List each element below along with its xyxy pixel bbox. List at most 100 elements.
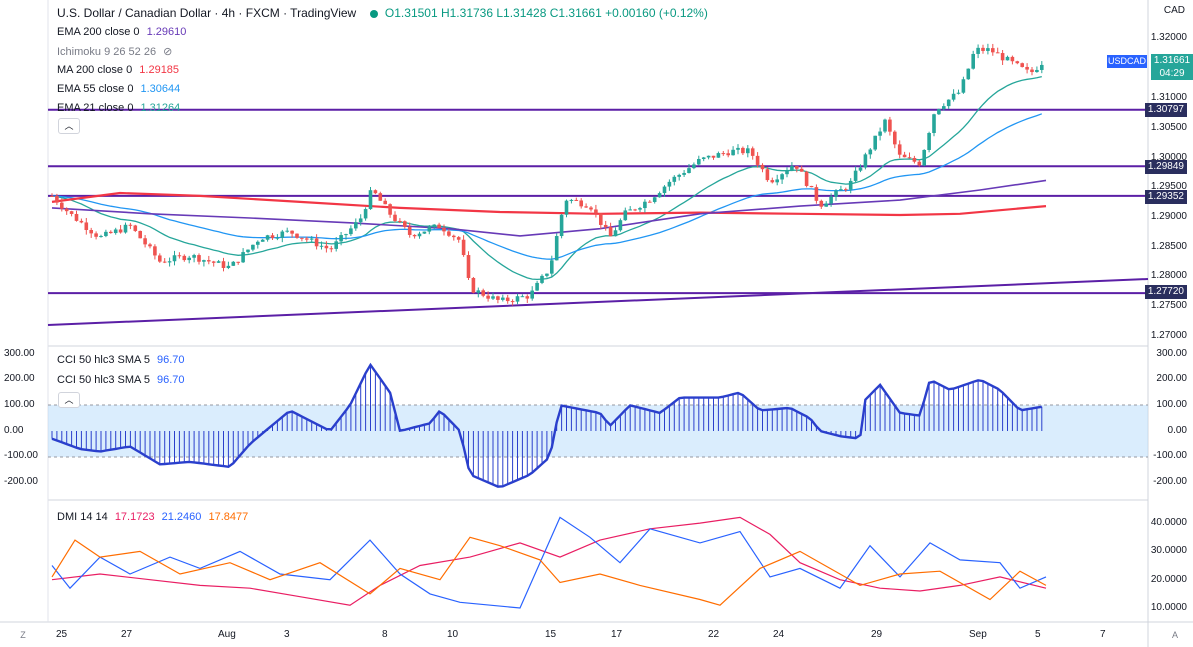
zoom-icon[interactable]: Z — [20, 630, 26, 640]
candle-body — [354, 222, 358, 229]
candle-body — [89, 229, 93, 234]
candle-body — [133, 225, 138, 231]
candle-body — [550, 260, 554, 274]
candle-body — [790, 166, 794, 171]
cci-line — [51, 362, 1042, 488]
candle-body — [878, 131, 882, 136]
indicator-ma200[interactable]: MA 200 close 0 1.29185 — [57, 64, 180, 76]
candle-body — [608, 227, 613, 237]
candle-body — [770, 180, 775, 183]
candle-body — [765, 169, 770, 181]
candle-body — [520, 296, 525, 298]
candle-body — [280, 231, 285, 238]
candle-body — [917, 161, 922, 166]
candle-body — [187, 257, 191, 261]
candle-body — [398, 220, 402, 222]
candle-body — [760, 164, 765, 170]
candle-body — [966, 68, 971, 80]
candle-body — [216, 261, 221, 263]
candle-body — [447, 231, 451, 236]
candle-body — [574, 199, 579, 201]
candle-body — [618, 220, 623, 231]
candle-body — [951, 93, 956, 100]
plus-di-line — [51, 516, 1047, 606]
candle-body — [848, 180, 853, 190]
candle-body — [932, 114, 936, 133]
candle-body — [461, 239, 466, 256]
hidden-eye-icon[interactable]: ⊘ — [163, 46, 173, 58]
candle-body — [486, 295, 490, 299]
candle-body — [961, 79, 966, 93]
candle-body — [897, 144, 902, 155]
candle-body — [839, 189, 843, 191]
indicator-ema21[interactable]: EMA 21 close 0 1.31264 — [57, 102, 181, 114]
candle-body — [270, 235, 275, 238]
candle-body — [535, 282, 539, 291]
time-tick-label: Aug — [218, 629, 236, 640]
candle-body — [853, 170, 858, 181]
candle-body — [804, 171, 809, 186]
candle-body — [113, 229, 118, 234]
candle-body — [403, 221, 407, 227]
dmi-tick-label: 30.0000 — [1150, 545, 1187, 556]
candle-body — [79, 220, 84, 223]
candle-body — [148, 244, 152, 247]
time-tick-label: 24 — [773, 629, 785, 640]
cci-left-tick-label: 100.00 — [4, 399, 35, 410]
indicator-ema55[interactable]: EMA 55 close 0 1.30644 — [57, 83, 181, 95]
collapse-cci-legend-button[interactable]: ︿ — [58, 392, 80, 408]
candle-body — [907, 157, 912, 159]
candle-body — [231, 261, 236, 266]
time-tick-label: 10 — [447, 629, 459, 640]
cci-tick-label: 0.00 — [1167, 425, 1187, 436]
candle-body — [736, 147, 740, 150]
candle-body — [1000, 53, 1005, 61]
candle-body — [819, 200, 824, 207]
candle-body — [74, 213, 79, 221]
candle-body — [515, 296, 520, 302]
candle-body — [256, 241, 260, 245]
candle-body — [995, 52, 1000, 54]
candle-body — [569, 199, 574, 201]
candle-body — [755, 155, 760, 165]
indicator-ema200[interactable]: EMA 200 close 0 1.29610 — [57, 26, 187, 38]
candle-body — [834, 190, 838, 197]
candle-body — [648, 201, 652, 203]
price-tick-label: 1.29500 — [1150, 181, 1187, 192]
collapse-legend-button[interactable]: ︿ — [58, 118, 80, 134]
candle-body — [809, 185, 814, 188]
candle-body — [731, 149, 735, 156]
cci-legend-1[interactable]: CCI 50 hlc3 SMA 5 96.70 — [57, 354, 185, 366]
time-tick-label: 7 — [1100, 629, 1106, 640]
cci-left-tick-label: 0.00 — [4, 425, 24, 436]
dmi-legend[interactable]: DMI 14 14 17.1723 21.2460 17.8477 — [57, 511, 249, 523]
level-price-tag: 1.29849 — [1144, 160, 1187, 174]
candle-body — [123, 224, 128, 233]
candle-body — [358, 218, 363, 223]
candle-body — [672, 176, 677, 182]
candle-body — [466, 255, 471, 278]
candle-body — [589, 207, 593, 210]
candle-body — [505, 297, 510, 302]
candle-body — [275, 237, 280, 239]
indicator-ichimoku[interactable]: Ichimoku 9 26 52 26 ⊘ — [57, 46, 173, 58]
candle-body — [971, 53, 975, 69]
candle-body — [393, 214, 397, 221]
candle-body — [496, 296, 500, 300]
cci-left-tick-label: -100.00 — [4, 450, 38, 461]
candle-body — [1015, 61, 1020, 64]
candle-body — [197, 255, 201, 262]
auto-scale-icon[interactable]: A — [1171, 630, 1178, 640]
symbol-title[interactable]: U.S. Dollar / Canadian Dollar · 4h · FXC… — [57, 6, 357, 20]
candle-body — [706, 155, 711, 158]
candle-body — [383, 200, 387, 205]
candle-body — [750, 148, 755, 156]
cci-legend-2[interactable]: CCI 50 hlc3 SMA 5 96.70 — [57, 374, 185, 386]
time-tick-label: 29 — [871, 629, 883, 640]
candle-body — [138, 230, 142, 239]
candle-body — [109, 231, 113, 234]
currency-label[interactable]: CAD — [1163, 5, 1185, 16]
candle-body — [986, 48, 990, 51]
candle-body — [167, 261, 172, 263]
